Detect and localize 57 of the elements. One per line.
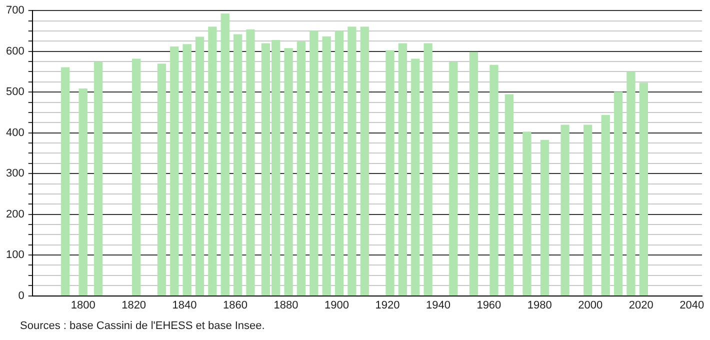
x-tick-label: 2020	[628, 299, 654, 312]
x-tick-label: 1940	[426, 299, 450, 312]
y-tick-label: 100	[6, 249, 24, 262]
bar	[94, 62, 103, 296]
bar	[522, 132, 532, 296]
bar	[614, 92, 623, 296]
bar	[61, 67, 70, 296]
bar	[322, 36, 331, 296]
bar	[449, 62, 458, 296]
bar	[220, 14, 230, 296]
bar	[310, 31, 318, 296]
bar	[284, 48, 293, 296]
bar	[411, 58, 420, 296]
y-tick-label: 700	[6, 4, 24, 17]
y-tick-label: 0	[18, 290, 24, 302]
bar	[560, 124, 570, 296]
bar	[348, 26, 356, 296]
y-tick-label: 600	[6, 45, 24, 58]
bar	[504, 94, 514, 296]
source-note: Sources : base Cassini de l'EHESS et base Insee.	[20, 320, 265, 332]
x-tick-label: 2040	[680, 299, 704, 312]
x-tick-label: 1820	[122, 299, 146, 312]
bar	[386, 50, 394, 296]
bar	[78, 88, 88, 296]
x-tick-label: 1860	[223, 299, 248, 312]
bar	[246, 29, 255, 296]
bar	[170, 46, 179, 296]
bar	[424, 43, 432, 296]
bar	[601, 114, 610, 296]
y-tick-label: 300	[6, 168, 24, 180]
x-tick-label: 1960	[476, 299, 502, 312]
bar	[626, 72, 636, 296]
y-tick-label: 500	[6, 86, 24, 98]
x-tick-label: 2000	[578, 299, 603, 312]
x-tick-label: 1980	[527, 299, 552, 312]
x-tick-label: 1880	[274, 299, 298, 312]
x-tick-label: 1920	[375, 299, 400, 312]
y-tick-label: 200	[6, 208, 24, 220]
bar	[233, 34, 242, 296]
bar	[195, 36, 204, 296]
bar	[132, 58, 141, 296]
y-tick-label: 400	[6, 126, 24, 139]
bar	[469, 52, 478, 296]
x-tick-label: 1840	[172, 299, 197, 312]
bar	[360, 26, 369, 296]
x-tick-label: 1800	[70, 299, 96, 312]
bar	[540, 140, 550, 296]
bar	[296, 42, 306, 296]
bar	[639, 82, 648, 296]
x-tick-label: 1900	[324, 299, 349, 312]
bar	[334, 31, 344, 296]
bar	[157, 64, 166, 296]
bar	[584, 124, 592, 296]
bar	[182, 44, 192, 296]
bar	[208, 26, 217, 296]
bar	[490, 64, 498, 296]
bar	[398, 43, 408, 296]
